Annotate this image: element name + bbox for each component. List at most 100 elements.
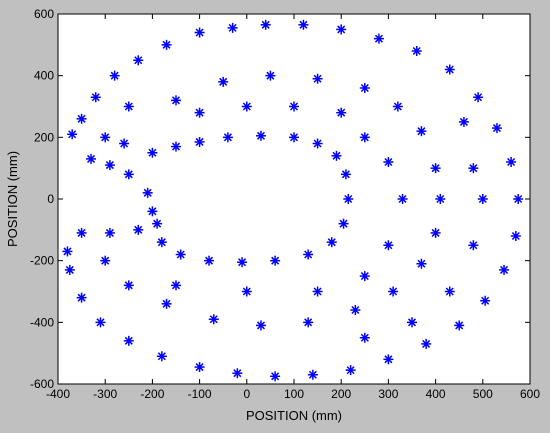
- scatter-point: [270, 255, 281, 266]
- scatter-point: [237, 257, 248, 268]
- scatter-point: [270, 371, 281, 382]
- scatter-point: [477, 194, 488, 204]
- scatter-point: [175, 249, 186, 260]
- scatter-point: [161, 39, 172, 50]
- scatter-point: [64, 264, 75, 275]
- scatter-point: [359, 332, 370, 343]
- scatter-point: [444, 286, 455, 297]
- x-tick-label: 400: [426, 387, 446, 401]
- scatter-point: [312, 73, 323, 84]
- scatter-point: [303, 249, 314, 260]
- scatter-point: [343, 194, 354, 204]
- y-tick-label: -200: [30, 254, 54, 268]
- scatter-point: [289, 132, 299, 143]
- scatter-point: [255, 320, 266, 331]
- scatter-point: [62, 246, 73, 257]
- scatter-point: [383, 157, 394, 167]
- scatter-point: [123, 101, 134, 112]
- scatter-point: [90, 92, 101, 103]
- scatter-point: [171, 95, 181, 106]
- scatter-point: [373, 33, 384, 44]
- scatter-point: [133, 224, 144, 235]
- scatter-point: [392, 101, 403, 112]
- x-tick-label: -100: [188, 387, 212, 401]
- scatter-point: [336, 24, 347, 35]
- scatter-point: [265, 70, 276, 81]
- scatter-point: [307, 369, 318, 380]
- scatter-point: [194, 27, 205, 38]
- scatter-point: [194, 107, 205, 118]
- scatter-point: [506, 157, 517, 167]
- scatter-point: [326, 237, 337, 248]
- scatter-point: [86, 153, 97, 164]
- scatter-point: [76, 113, 87, 124]
- scatter-point: [218, 76, 229, 87]
- x-axis-label: POSITION (mm): [246, 408, 342, 423]
- scatter-point: [383, 240, 394, 251]
- scatter-point: [104, 160, 115, 171]
- y-tick-label: 400: [34, 69, 54, 83]
- scatter-point: [123, 335, 134, 346]
- scatter-point: [388, 286, 399, 297]
- scatter-point: [171, 141, 181, 152]
- scatter-point: [161, 298, 172, 309]
- scatter-point: [397, 194, 408, 204]
- scatter-point: [142, 187, 153, 198]
- scatter-point: [338, 218, 349, 229]
- scatter-point: [359, 83, 370, 93]
- x-tick-label: 100: [284, 387, 304, 401]
- scatter-point: [260, 19, 271, 30]
- scatter-point: [95, 317, 106, 328]
- scatter-point: [430, 227, 441, 238]
- x-tick-label: -200: [140, 387, 164, 401]
- scatter-point: [255, 130, 266, 141]
- scatter-point: [435, 194, 446, 204]
- scatter-point: [411, 46, 422, 56]
- scatter-point: [444, 64, 455, 75]
- scatter-point: [480, 295, 491, 306]
- scatter-point: [222, 132, 233, 143]
- scatter-point: [194, 362, 205, 373]
- scatter-point: [104, 227, 115, 238]
- x-tick-label: 500: [473, 387, 493, 401]
- scatter-point: [303, 317, 314, 328]
- x-tick-label: -400: [46, 387, 70, 401]
- scatter-point: [312, 286, 323, 297]
- y-tick-label: 0: [47, 192, 54, 206]
- scatter-point: [416, 258, 427, 269]
- scatter-point: [109, 70, 120, 81]
- scatter-point: [100, 132, 111, 143]
- x-tick-label: 0: [243, 387, 250, 401]
- scatter-point: [499, 264, 510, 275]
- scatter-point: [383, 354, 394, 365]
- scatter-point: [208, 314, 219, 325]
- scatter-point: [350, 305, 361, 315]
- y-axis-label: POSITION (mm): [5, 151, 20, 247]
- scatter-point: [359, 271, 370, 282]
- scatter-point: [119, 138, 130, 149]
- scatter-point: [458, 116, 469, 127]
- scatter-point: [430, 163, 441, 174]
- scatter-point: [194, 136, 205, 147]
- scatter-point: [510, 231, 521, 241]
- x-tick-label: 600: [520, 387, 540, 401]
- scatter-point: [345, 365, 356, 376]
- x-tick-label: -300: [93, 387, 117, 401]
- y-tick-label: 200: [34, 130, 54, 144]
- scatter-point: [312, 138, 323, 149]
- scatter-point: [298, 19, 309, 30]
- scatter-point: [204, 255, 215, 266]
- scatter-point: [133, 55, 144, 66]
- plot-area: [57, 13, 531, 385]
- scatter-point: [171, 280, 181, 291]
- scatter-point: [336, 107, 347, 118]
- scatter-point: [454, 320, 465, 331]
- scatter-point: [513, 194, 524, 204]
- scatter-point: [241, 101, 252, 112]
- scatter-point: [156, 237, 167, 248]
- scatter-point: [232, 368, 243, 379]
- scatter-point: [227, 22, 238, 33]
- scatter-point: [100, 255, 111, 266]
- scatter-point: [147, 206, 158, 217]
